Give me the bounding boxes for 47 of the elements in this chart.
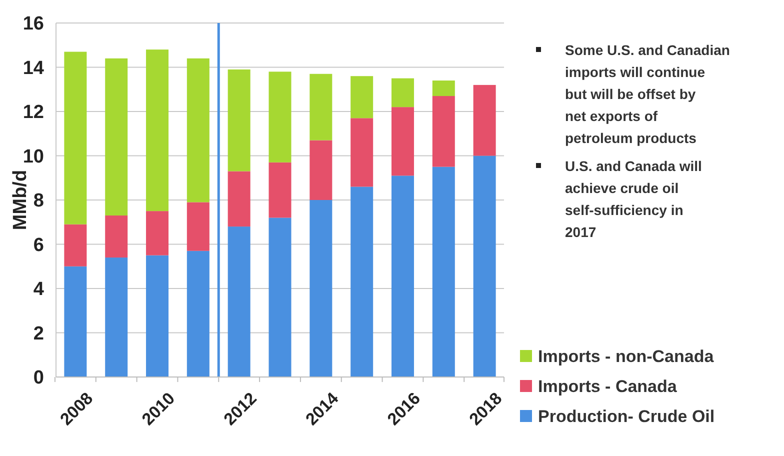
- bar: [146, 255, 169, 377]
- y-axis-title: MMb/d: [10, 170, 31, 230]
- text: U.S. and Canada will achieve crude oil self-sufficiency in 2017: [565, 158, 702, 240]
- bar: [432, 80, 455, 96]
- bar: [64, 224, 87, 266]
- bar: [432, 96, 455, 167]
- bar: [268, 218, 292, 377]
- bar: [268, 162, 292, 218]
- bar: [432, 166, 455, 377]
- bar: [228, 226, 250, 377]
- y-tick-label: 0: [33, 368, 44, 389]
- legend-label: Imports - non-Canada: [538, 346, 714, 366]
- bar: [473, 156, 496, 377]
- bar: [228, 69, 250, 172]
- y-tick-label: 6: [33, 234, 44, 256]
- y-tick-label: 4: [33, 279, 44, 300]
- text: Some U.S. and Canadian imports will continue but will be offset by net exports of petroleum products: [565, 42, 730, 146]
- bar: [350, 186, 374, 377]
- legend-label: Imports - Canada: [538, 376, 678, 396]
- bar: [105, 258, 128, 377]
- y-tick-label: 12: [22, 102, 44, 124]
- y-tick-label: 14: [22, 58, 44, 79]
- y-tick-label: 8: [33, 190, 44, 212]
- y-tick-label: 16: [22, 14, 44, 35]
- y-tick-label: 2: [33, 323, 44, 344]
- bar: [350, 76, 374, 118]
- bar: [64, 266, 87, 377]
- bar: [391, 176, 414, 377]
- bar: [268, 72, 292, 162]
- bar: [186, 250, 210, 377]
- bar: [186, 202, 210, 251]
- bar: [146, 50, 169, 212]
- bar: [310, 74, 332, 140]
- y-tick-label: 10: [22, 146, 44, 168]
- legend-label: Production- Crude Oil: [538, 406, 715, 426]
- bar: [105, 58, 128, 216]
- bar: [350, 118, 374, 187]
- bar: [310, 200, 332, 377]
- bar: [105, 215, 128, 258]
- bar: [310, 140, 332, 200]
- bar: [473, 84, 496, 156]
- bar: [146, 211, 169, 256]
- bar: [391, 107, 414, 176]
- bar: [391, 78, 414, 108]
- bar: [64, 52, 87, 224]
- bar: [186, 58, 210, 202]
- bar: [228, 171, 250, 227]
